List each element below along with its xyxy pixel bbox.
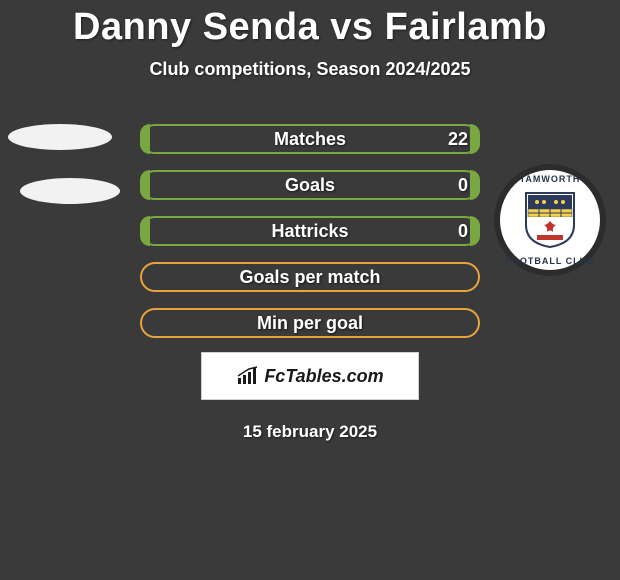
page: Danny Senda vs Fairlamb Club competition… (0, 0, 620, 580)
club-badge: TAMWORTH FOOTBALL CLUB (500, 170, 600, 270)
bar-label: Hattricks (140, 216, 480, 246)
attribution-box: FcTables.com (201, 352, 419, 400)
chart-icon (236, 366, 260, 386)
stat-bar-row: Matches22 (140, 124, 480, 154)
attribution-text: FcTables.com (264, 366, 383, 387)
bar-label: Matches (140, 124, 480, 154)
bar-value-right: 22 (448, 124, 468, 154)
left-ellipse (20, 178, 120, 204)
stat-bar-row: Goals per match (140, 262, 480, 292)
date-text: 15 february 2025 (0, 422, 620, 442)
stat-bar-row: Min per goal (140, 308, 480, 338)
shield-icon (524, 191, 576, 249)
stat-bar-row: Goals0 (140, 170, 480, 200)
bar-value-right: 0 (458, 170, 468, 200)
stat-bar-row: Hattricks0 (140, 216, 480, 246)
bar-value-right: 0 (458, 216, 468, 246)
badge-top-text: TAMWORTH (500, 174, 600, 184)
bar-label: Min per goal (140, 308, 480, 338)
bar-label: Goals per match (140, 262, 480, 292)
page-title: Danny Senda vs Fairlamb (0, 0, 620, 49)
stat-bars: Matches22Goals0Hattricks0Goals per match… (140, 124, 480, 354)
bar-label: Goals (140, 170, 480, 200)
badge-bottom-text: FOOTBALL CLUB (500, 256, 600, 266)
page-subtitle: Club competitions, Season 2024/2025 (0, 59, 620, 80)
left-ellipse (8, 124, 112, 150)
